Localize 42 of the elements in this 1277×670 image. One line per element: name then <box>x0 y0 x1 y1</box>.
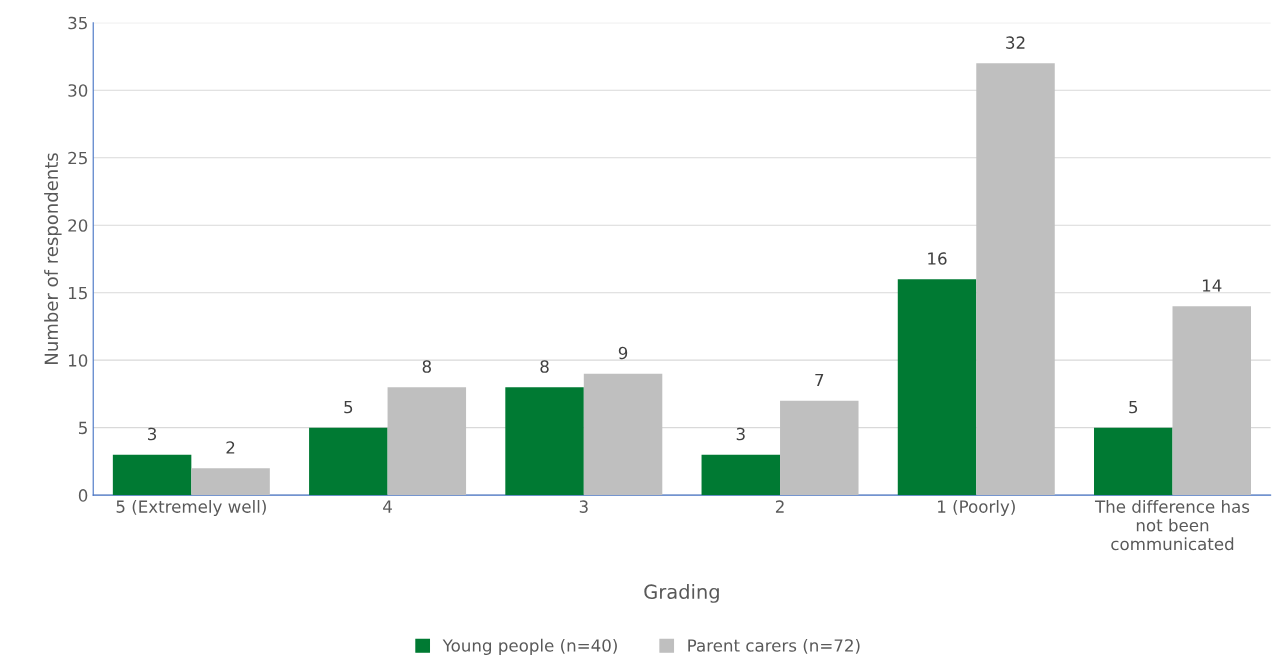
data-label: 2 <box>226 441 235 454</box>
x-tick-label: 4 <box>383 500 392 513</box>
bar <box>505 387 584 496</box>
data-label: 8 <box>540 360 549 373</box>
data-label: 5 <box>344 400 353 414</box>
y-tick-label: 20 <box>68 219 88 232</box>
y-tick-label: 10 <box>68 354 88 367</box>
y-tick-label: 5 <box>79 421 87 435</box>
bar <box>583 373 663 496</box>
bar <box>897 279 977 496</box>
x-tick-label: 1 (Poorly) <box>938 499 1015 517</box>
bar <box>1094 427 1173 496</box>
data-label: 7 <box>815 373 824 387</box>
y-tick-label: 30 <box>68 84 88 97</box>
data-label: 14 <box>1202 279 1222 292</box>
data-label: 32 <box>1006 36 1025 49</box>
data-label: 3 <box>736 427 745 441</box>
x-tick-label: 3 <box>579 500 588 513</box>
legend-label: Young people (n=40) <box>442 638 617 655</box>
data-label: 8 <box>422 360 431 373</box>
x-tick-label: 5 (Extremely well) <box>116 499 266 517</box>
bar <box>191 468 270 496</box>
data-label: 3 <box>148 427 157 441</box>
x-axis-title: Grading <box>644 584 719 603</box>
legend-label: Parent carers (n=72) <box>688 638 860 654</box>
bar <box>387 387 467 496</box>
bar <box>701 454 781 496</box>
y-tick-label: 0 <box>78 489 88 502</box>
y-axis-title: Number of respondents <box>44 153 62 364</box>
bar <box>309 427 388 496</box>
data-label: 16 <box>928 252 947 265</box>
data-label: 9 <box>618 346 628 360</box>
y-tick-label: 25 <box>68 151 87 165</box>
bar <box>780 400 859 496</box>
data-label: 5 <box>1129 400 1138 414</box>
y-tick-label: 15 <box>68 286 87 300</box>
x-tick-label: 2 <box>775 500 784 513</box>
bar <box>112 454 192 496</box>
x-tick-label: The difference has not been communicated <box>1094 499 1250 551</box>
y-tick-label: 35 <box>68 16 87 30</box>
bar <box>976 63 1055 496</box>
bar <box>1172 306 1251 496</box>
